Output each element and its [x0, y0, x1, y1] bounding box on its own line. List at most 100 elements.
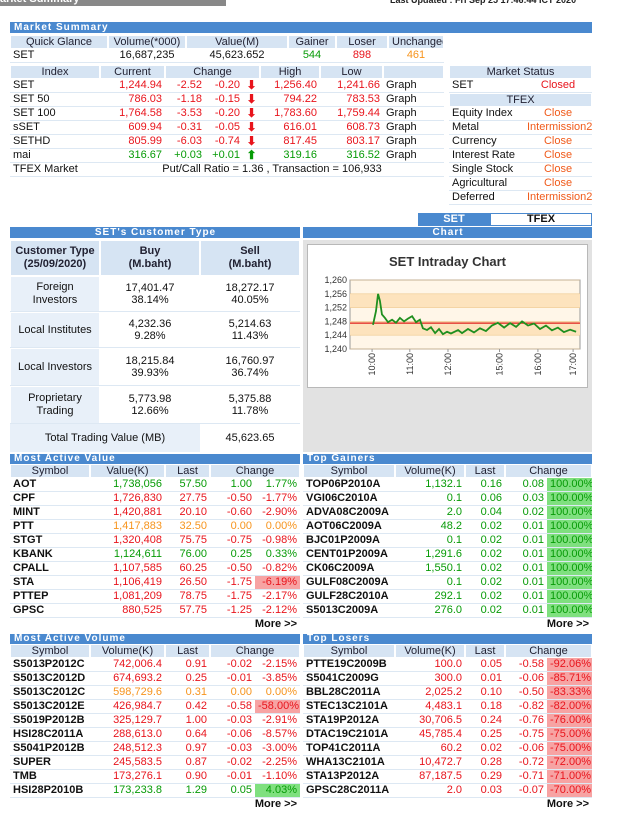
total-value: 45,623.65 — [225, 431, 275, 444]
symbol: S5013C2012D — [10, 672, 90, 686]
more-link[interactable]: More >> — [254, 798, 297, 810]
cell: -0.75 — [505, 728, 547, 742]
column-header: Change — [505, 644, 592, 658]
cell: 0.25 — [165, 672, 210, 686]
cell: 0.01 — [505, 534, 547, 548]
graph-link[interactable]: Graph — [383, 93, 444, 107]
row-border — [10, 311, 300, 312]
cell: 0.03 — [505, 492, 547, 506]
cell: 0.25 — [465, 728, 505, 742]
cell: -0.07 — [505, 784, 547, 798]
cell: -2.25% — [255, 756, 300, 770]
cell: 245,583.5 — [90, 756, 165, 770]
cell: -75.00% — [547, 742, 592, 756]
symbol: STA19P2012A — [303, 714, 395, 728]
cell: 898 — [336, 49, 388, 63]
column-header: Change — [210, 644, 300, 658]
value: 5,375.88 — [228, 393, 272, 405]
cell: 0.91 — [165, 658, 210, 672]
cell: -83.33% — [547, 686, 592, 700]
cell: -1.75 — [210, 590, 255, 604]
cell: Interest Rate — [449, 149, 524, 163]
cell: 100.00% — [547, 506, 592, 520]
cell: 0.64 — [165, 728, 210, 742]
symbol: GPSC — [10, 604, 90, 618]
cell: 805.99 — [100, 135, 165, 149]
cell: 1,107,585 — [90, 562, 165, 576]
cell: Close — [524, 177, 592, 191]
percent: 40.05% — [231, 294, 269, 306]
cell: -0.01 — [210, 770, 255, 784]
more-link[interactable]: More >> — [546, 798, 589, 810]
column-header: Last — [165, 464, 210, 478]
cell: 100.00% — [547, 604, 592, 618]
cell: 75.75 — [165, 534, 210, 548]
graph-link[interactable]: Graph — [383, 79, 444, 93]
cell: 100.00% — [547, 590, 592, 604]
cell: 100.00% — [547, 548, 592, 562]
percent: 11.43% — [231, 330, 269, 342]
column-header: Volume(*000) — [108, 35, 186, 49]
cell: 1,244.94 — [100, 79, 165, 93]
cell: 0.04 — [465, 506, 505, 520]
cell: sSET — [10, 121, 100, 135]
cell: 1.00 — [210, 478, 255, 492]
symbol: S5041C2009G — [303, 672, 395, 686]
cell: 461 — [388, 49, 444, 63]
cell: 20.10 — [165, 506, 210, 520]
cell: -2.52 — [165, 79, 205, 93]
symbol: DTAC19C2101A — [303, 728, 395, 742]
cell: -0.01 — [210, 672, 255, 686]
column-header: Index — [10, 65, 100, 79]
cell: -72.00% — [547, 756, 592, 770]
section-header: Chart — [303, 227, 592, 238]
cell: -0.06 — [210, 728, 255, 742]
tab[interactable]: SET — [418, 213, 490, 226]
symbol: GPSC28C2011A — [303, 784, 395, 798]
cell: -1.75 — [210, 576, 255, 590]
cell: Put/Call Ratio = 1.36 , Transaction = 10… — [100, 163, 444, 177]
cell: 100.00% — [547, 576, 592, 590]
cell: 1,320,408 — [90, 534, 165, 548]
cell: 0.01 — [505, 576, 547, 590]
cell: 248,512.3 — [90, 742, 165, 756]
row-label: Local Investors — [10, 348, 100, 386]
cell: 0.31 — [165, 686, 210, 700]
cell: 1,759.44 — [320, 107, 383, 121]
cell: -0.15 — [205, 93, 243, 107]
value: 18,272.17 — [225, 282, 275, 294]
column-header: Buy (M.baht) — [100, 240, 200, 276]
cell: 0.29 — [465, 770, 505, 784]
cell: 783.53 — [320, 93, 383, 107]
cell: -0.58 — [505, 658, 547, 672]
cell: -0.03 — [210, 714, 255, 728]
graph-link[interactable]: Graph — [383, 149, 444, 163]
cell: 1.29 — [165, 784, 210, 798]
graph-link[interactable]: Graph — [383, 121, 444, 135]
symbol: BJC01P2009A — [303, 534, 395, 548]
cell: 2.0 — [395, 784, 465, 798]
column-header: Last — [465, 464, 505, 478]
more-link[interactable]: More >> — [546, 618, 589, 630]
row-border — [10, 347, 300, 348]
value: 4,232.36 — [128, 318, 172, 330]
cell: 173,233.8 — [90, 784, 165, 798]
cell: -58.00% — [255, 700, 300, 714]
symbol: HSI28C2011A — [10, 728, 90, 742]
tab[interactable]: TFEX — [490, 213, 592, 226]
graph-link[interactable]: Graph — [383, 107, 444, 121]
more-link[interactable]: More >> — [254, 618, 297, 630]
cell: Metal — [449, 121, 524, 135]
cell: 45,785.4 — [395, 728, 465, 742]
symbol: TOP41C2011A — [303, 742, 395, 756]
symbol: S5013C2009A — [303, 604, 395, 618]
cell: 100.0 — [395, 658, 465, 672]
cell: -3.00% — [255, 742, 300, 756]
cell: 0.00 — [210, 520, 255, 534]
cell: 0.02 — [465, 548, 505, 562]
cell: 173,276.1 — [90, 770, 165, 784]
value: 18,215.84 — [125, 355, 175, 367]
graph-link[interactable]: Graph — [383, 135, 444, 149]
cell: 316.67 — [100, 149, 165, 163]
